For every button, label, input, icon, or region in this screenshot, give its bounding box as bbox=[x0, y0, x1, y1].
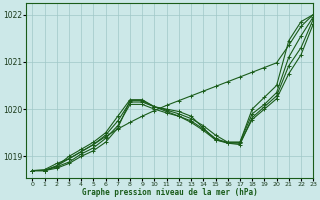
X-axis label: Graphe pression niveau de la mer (hPa): Graphe pression niveau de la mer (hPa) bbox=[82, 188, 258, 197]
